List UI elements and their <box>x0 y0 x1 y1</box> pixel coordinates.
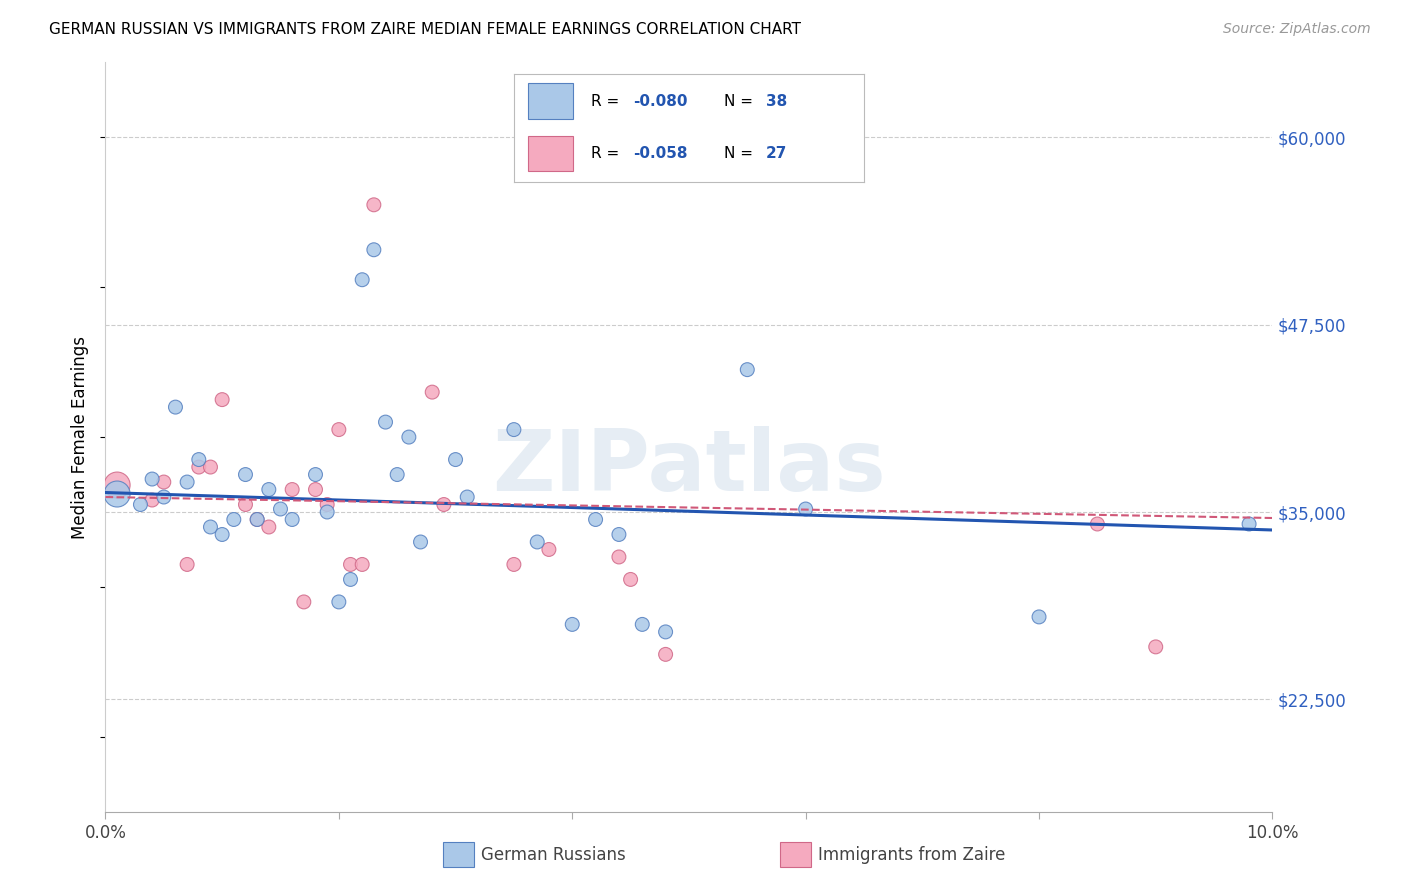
Y-axis label: Median Female Earnings: Median Female Earnings <box>72 335 90 539</box>
Point <box>316 498 339 512</box>
Point <box>654 648 676 662</box>
Point <box>304 483 326 497</box>
Point <box>222 512 245 526</box>
Point <box>444 452 467 467</box>
Point <box>654 624 676 639</box>
Point <box>246 512 269 526</box>
Point <box>187 452 209 467</box>
Point <box>385 467 409 482</box>
Point <box>200 460 222 475</box>
Point <box>456 490 478 504</box>
Text: Immigrants from Zaire: Immigrants from Zaire <box>818 846 1005 863</box>
Point <box>1237 516 1260 531</box>
Point <box>339 573 361 587</box>
Point <box>537 542 560 557</box>
Point <box>129 498 152 512</box>
Point <box>105 487 128 501</box>
Point <box>503 558 526 572</box>
Point <box>503 423 526 437</box>
Point <box>433 498 456 512</box>
Point <box>339 558 361 572</box>
Point <box>398 430 420 444</box>
Point <box>607 549 630 564</box>
Text: German Russians: German Russians <box>481 846 626 863</box>
Point <box>561 617 583 632</box>
Point <box>187 460 209 475</box>
Point <box>328 595 350 609</box>
Point <box>1028 610 1050 624</box>
Point <box>304 467 326 482</box>
Point <box>235 467 257 482</box>
Point <box>257 483 280 497</box>
Point <box>292 595 315 609</box>
Text: ZIPatlas: ZIPatlas <box>492 425 886 508</box>
Point <box>281 483 304 497</box>
Point <box>737 362 759 376</box>
Point <box>200 520 222 534</box>
Point <box>409 535 432 549</box>
Point <box>281 512 304 526</box>
Point <box>257 520 280 534</box>
Point <box>316 505 339 519</box>
Point <box>585 512 607 526</box>
Point <box>211 392 233 407</box>
Point <box>352 273 374 287</box>
Point <box>607 527 630 541</box>
Point <box>526 535 548 549</box>
Text: Source: ZipAtlas.com: Source: ZipAtlas.com <box>1223 22 1371 37</box>
Point <box>363 198 385 212</box>
Point <box>420 385 443 400</box>
Point <box>235 498 257 512</box>
Text: GERMAN RUSSIAN VS IMMIGRANTS FROM ZAIRE MEDIAN FEMALE EARNINGS CORRELATION CHART: GERMAN RUSSIAN VS IMMIGRANTS FROM ZAIRE … <box>49 22 801 37</box>
Point <box>269 502 292 516</box>
Point <box>328 423 350 437</box>
Point <box>1087 516 1109 531</box>
Point <box>165 400 187 414</box>
Point <box>352 558 374 572</box>
Point <box>619 573 641 587</box>
Point <box>1144 640 1167 654</box>
Point <box>141 493 163 508</box>
Point <box>153 490 174 504</box>
Point <box>374 415 396 429</box>
Point <box>794 502 817 516</box>
Point <box>246 512 269 526</box>
Point <box>176 558 198 572</box>
Point <box>141 472 163 486</box>
Point <box>105 478 128 492</box>
Point <box>211 527 233 541</box>
Point <box>363 243 385 257</box>
Point <box>631 617 654 632</box>
Point <box>176 475 198 489</box>
Point <box>153 475 174 489</box>
